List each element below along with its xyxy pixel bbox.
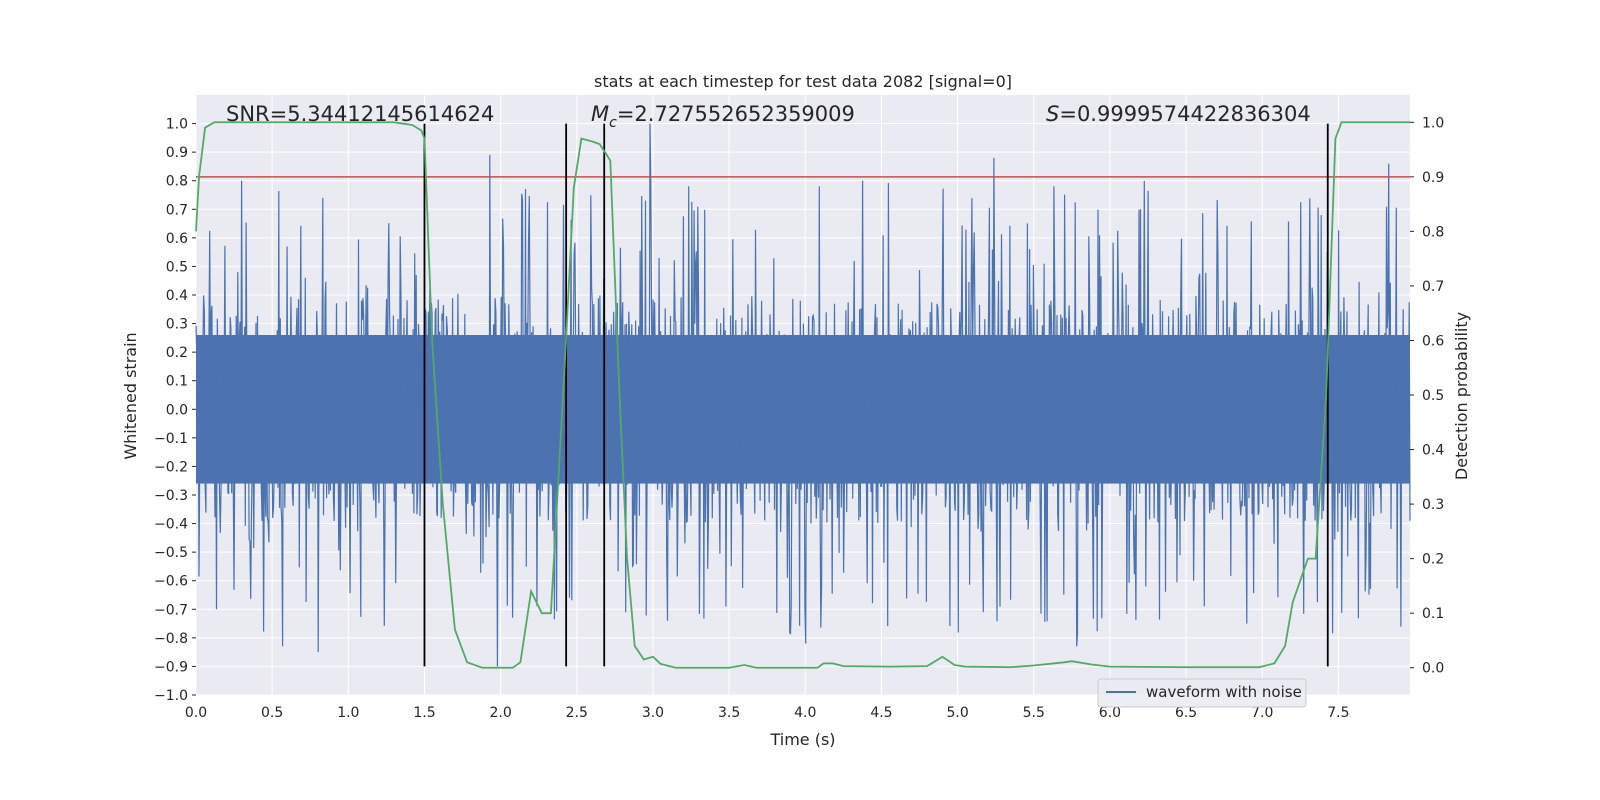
waveform-line xyxy=(195,123,1411,667)
detection-probability-line xyxy=(195,121,1410,669)
x-tick-label: 1.5 xyxy=(413,705,435,721)
y2-tick-label: 0.4 xyxy=(1422,443,1444,459)
x-tick-label: 6.0 xyxy=(1099,705,1121,721)
chirp-mass-annotation: Mc=2.727552652359009 xyxy=(591,102,855,131)
x-tick-label: 0.0 xyxy=(185,705,207,721)
y-tick-label: 0.2 xyxy=(166,345,188,361)
significance-value: =0.9999574422836304 xyxy=(1059,102,1310,126)
x-tick-label: 7.5 xyxy=(1327,705,1349,721)
chirp-mass-symbol: M xyxy=(591,102,609,126)
y2-tick-label: 0.0 xyxy=(1422,661,1444,677)
significance-annotation: S=0.9999574422836304 xyxy=(1046,102,1311,126)
y-tick-label: 0.3 xyxy=(166,317,188,333)
y-tick-label: 0.0 xyxy=(166,402,188,418)
y2-tick-label: 0.5 xyxy=(1422,388,1444,404)
y-tick-label: 0.5 xyxy=(166,259,188,275)
x-tick-label: 3.0 xyxy=(642,705,664,721)
legend: waveform with noise xyxy=(1097,678,1307,708)
y-tick-label: −0.6 xyxy=(154,574,188,590)
y-tick-label: 0.8 xyxy=(166,174,188,190)
y-tick-label: 0.1 xyxy=(166,374,188,390)
waveform-series xyxy=(195,123,1411,667)
legend-box xyxy=(1097,678,1307,708)
y-tick-labels: −1.0 −0.9 −0.8 −0.7 −0.6 −0.5 −0.4 −0.3 −0.2 −0.1… xyxy=(154,117,196,704)
y-tick-label: 0.9 xyxy=(166,145,188,161)
overlay-lines xyxy=(196,123,1410,667)
snr-annotation: SNR=5.34412145614624 xyxy=(226,102,494,126)
chirp-mass-value: =2.727552652359009 xyxy=(617,102,855,126)
x-tick-labels: 0.0 0.5 1.0 1.5 2.0 2.5 3.0 3.5 4.0 4.5 5.0 5.5 6.0 6… xyxy=(185,705,1350,721)
chirp-mass-subscript: c xyxy=(609,115,617,131)
y-tick-label: −0.1 xyxy=(154,431,188,447)
y2-tick-label: 0.9 xyxy=(1422,170,1444,186)
y-tick-label: 1.0 xyxy=(166,117,188,133)
y-tick-label: −0.3 xyxy=(154,488,188,504)
x-tick-label: 3.5 xyxy=(718,705,740,721)
x-tick-label: 5.0 xyxy=(946,705,968,721)
legend-label: waveform with noise xyxy=(1146,683,1302,701)
y2-tick-label: 0.3 xyxy=(1422,497,1444,513)
y2-tick-labels: 0.0 0.1 0.2 0.3 0.4 0.5 0.6 0.7 0.8 0.9 1.0 xyxy=(1410,115,1444,677)
y2-axis-label: Detection probability xyxy=(1452,312,1471,480)
y-tick-label: −1.0 xyxy=(154,688,188,704)
y-tick-label: 0.7 xyxy=(166,202,188,218)
x-axis-label: Time (s) xyxy=(769,730,835,749)
x-tick-label: 1.0 xyxy=(337,705,359,721)
x-tick-label: 2.5 xyxy=(566,705,588,721)
x-tick-label: 4.5 xyxy=(870,705,892,721)
x-tick-label: 4.0 xyxy=(794,705,816,721)
y-tick-label: 0.6 xyxy=(166,231,188,247)
x-tick-label: 2.0 xyxy=(490,705,512,721)
y2-tick-label: 1.0 xyxy=(1422,115,1444,131)
y2-tick-label: 0.6 xyxy=(1422,333,1444,349)
y2-tick-label: 0.7 xyxy=(1422,279,1444,295)
y-tick-label: −0.4 xyxy=(154,517,188,533)
y-tick-label: −0.8 xyxy=(154,631,188,647)
significance-symbol: S xyxy=(1046,102,1059,126)
y-tick-label: 0.4 xyxy=(166,288,188,304)
y-tick-label: −0.5 xyxy=(154,545,188,561)
x-tick-label: 7.0 xyxy=(1251,705,1273,721)
y-tick-label: −0.7 xyxy=(154,602,188,618)
y-tick-label: −0.2 xyxy=(154,459,188,475)
x-tick-label: 6.5 xyxy=(1175,705,1197,721)
y-axis-label: Whitened strain xyxy=(121,332,140,459)
probability-series xyxy=(195,121,1410,669)
x-tick-label: 5.5 xyxy=(1023,705,1045,721)
y2-tick-label: 0.2 xyxy=(1422,552,1444,568)
chart-title: stats at each timestep for test data 208… xyxy=(594,72,1012,91)
x-tick-label: 0.5 xyxy=(261,705,283,721)
y-tick-label: −0.9 xyxy=(154,659,188,675)
y2-tick-label: 0.1 xyxy=(1422,606,1444,622)
y2-tick-label: 0.8 xyxy=(1422,224,1444,240)
